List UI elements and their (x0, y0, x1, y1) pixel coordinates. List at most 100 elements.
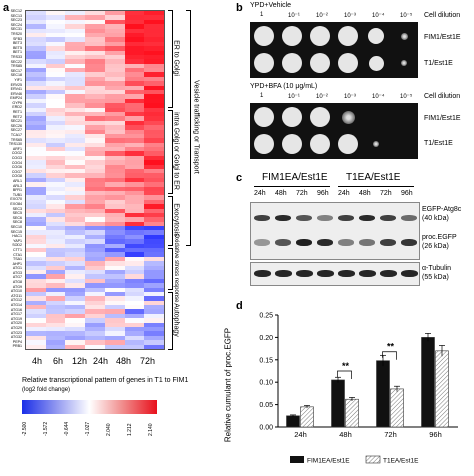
gene-label: ARL1 (13, 179, 22, 183)
heatmap-cell (45, 81, 66, 86)
band-fusion (338, 215, 354, 221)
heatmap-cell (104, 296, 125, 301)
gene-label: SEC10 (10, 224, 22, 229)
heatmap-cell (65, 54, 86, 60)
heatmap-cell (104, 37, 125, 42)
heatmap-cell (65, 160, 86, 165)
y-tick-label: 0.25 (259, 313, 273, 320)
time-label: 48h (359, 190, 371, 197)
heatmap-cell (144, 164, 164, 170)
heatmap-cell (65, 147, 86, 152)
heatmap-cell (45, 37, 66, 42)
heatmap-cell (45, 269, 66, 275)
gene-label: ATG16 (10, 307, 22, 312)
heatmap-cell (26, 164, 46, 170)
heatmap-cell (26, 199, 46, 205)
heatmap-cell (26, 54, 46, 60)
heatmap-cell (104, 15, 125, 20)
gene-label: ERV46 (10, 91, 22, 96)
heatmap-cell (144, 68, 164, 73)
heatmap-cell (104, 147, 125, 152)
heatmap-cell (104, 226, 125, 231)
heatmap-cell (124, 164, 145, 170)
heatmap-cell (104, 309, 125, 314)
heatmap-cell (104, 199, 125, 205)
heatmap-cell (85, 243, 105, 249)
heatmap-cell (124, 116, 145, 121)
legend-title: Relative transcriptional pattern of gene… (22, 377, 189, 384)
heatmap-cell (26, 120, 46, 126)
dilution-label: 10⁻³ (344, 13, 356, 19)
bar-fim1 (376, 360, 390, 428)
heatmap-cell (85, 186, 105, 191)
heatmap-cell (65, 107, 86, 112)
heatmap-cell (104, 287, 125, 292)
heatmap-cell (26, 46, 46, 51)
heatmap-cell (124, 111, 145, 117)
heatmap-cell (65, 221, 86, 227)
heatmap-cell (144, 54, 164, 60)
heatmap-cell (124, 28, 145, 33)
heatmap-cell (104, 160, 125, 165)
heatmap-cell (85, 318, 105, 323)
gene-label: SEC17 (10, 68, 22, 73)
gene-label: PEP4 (12, 339, 22, 344)
heatmap-cell (65, 217, 86, 222)
gene-label: TRS33 (10, 54, 22, 59)
heatmap-cell (124, 313, 145, 319)
gene-label: CTT1 (13, 247, 22, 252)
heatmap-cell (45, 111, 66, 117)
heatmap-cell (26, 28, 46, 33)
heatmap-cell (45, 142, 66, 148)
heatmap-cell (45, 85, 66, 90)
heatmap-cell (45, 252, 66, 257)
heatmap-cell (85, 265, 105, 270)
heatmap-cell (124, 291, 145, 297)
heatmap-cell (124, 212, 145, 218)
gene-label: SEC26 (10, 123, 22, 128)
yeast-spot (310, 26, 330, 46)
heatmap-cell (85, 54, 105, 60)
heatmap-cell (144, 204, 164, 209)
heatmap-cell (26, 19, 46, 25)
heatmap-cell (104, 133, 125, 139)
gene-label: TSA1 (13, 257, 22, 262)
heatmap-cell (26, 94, 46, 99)
heatmap-cell (124, 68, 145, 73)
gene-label: SEC31 (10, 27, 22, 32)
heatmap-cell (26, 169, 46, 174)
heatmap-cell (65, 81, 86, 86)
heatmap-cell (45, 76, 66, 82)
heatmap-cell (104, 155, 125, 161)
heatmap-cell (45, 133, 66, 139)
x-tick-label: 48h (339, 430, 352, 439)
heatmap-cell (144, 19, 164, 25)
heatmap-cell (45, 28, 66, 33)
heatmap-cell (144, 322, 164, 328)
heatmap-cell (45, 335, 66, 341)
column-label: 6h (53, 356, 64, 366)
heatmap-cell (104, 234, 125, 240)
heatmap-cell (144, 37, 164, 42)
heatmap-cell (85, 133, 105, 139)
bar-t1 (300, 406, 314, 428)
heatmap-cell (85, 46, 105, 51)
heatmap-cell (26, 322, 46, 328)
heatmap-cell (65, 76, 86, 82)
heatmap-cell (65, 248, 86, 253)
heatmap-cell (104, 98, 125, 104)
heatmap-cell (65, 142, 86, 148)
gene-label: TUB1 (12, 192, 22, 197)
gene-label: ATG11 (11, 293, 22, 298)
heatmap-cell (65, 269, 86, 275)
heatmap-cell (26, 151, 46, 156)
heatmap-cell (124, 138, 145, 143)
heatmap-cell (144, 230, 164, 235)
heatmap-cell (85, 340, 105, 345)
heatmap-cell (144, 186, 164, 191)
y-tick-label: 0.05 (259, 402, 273, 409)
heatmap-cell (45, 169, 66, 174)
heatmap-cell (65, 24, 86, 29)
heatmap-cell (26, 133, 46, 139)
gene-label: SEC21 (10, 119, 22, 124)
